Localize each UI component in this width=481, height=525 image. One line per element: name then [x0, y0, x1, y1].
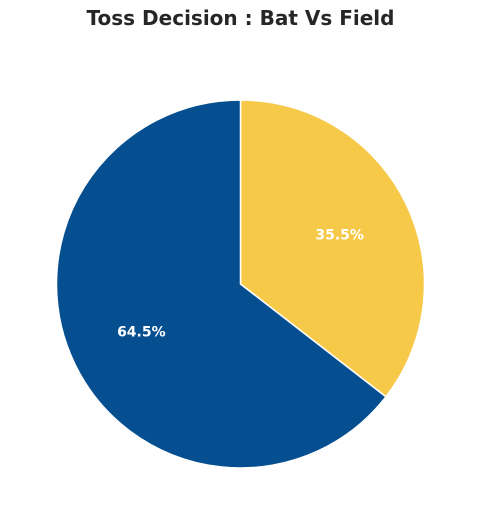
chart-title: Toss Decision : Bat Vs Field: [86, 6, 395, 30]
pie-label-bat: 35.5%: [315, 227, 364, 243]
pie-slices: [55, 99, 426, 469]
pie-label-field: 64.5%: [117, 325, 166, 341]
pie-labels: 35.5% 64.5%: [117, 227, 364, 340]
pie-slice-field: [55, 99, 387, 469]
pie-slice-bat: [239, 99, 426, 398]
